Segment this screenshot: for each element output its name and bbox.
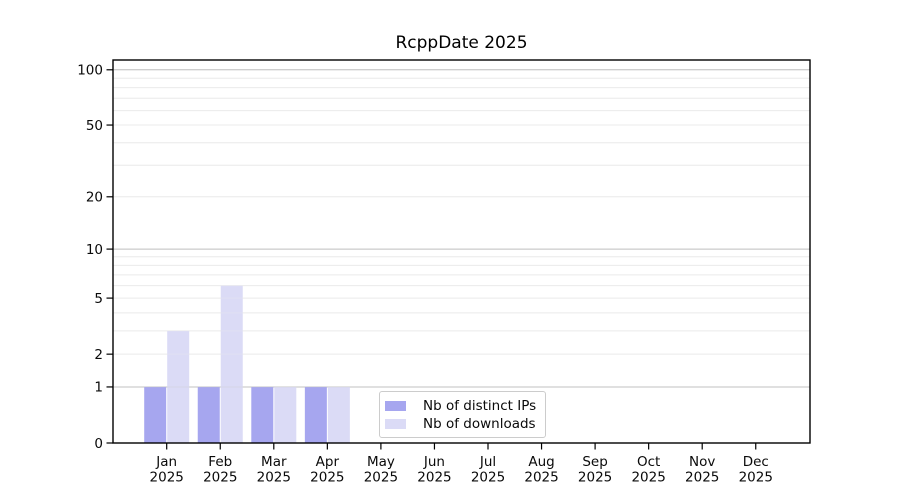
- x-tick-label-year: 2025: [685, 470, 719, 486]
- legend-swatch-distinct-ips: [385, 400, 406, 411]
- bar-apr-series0: [304, 386, 327, 443]
- x-tick-label-month: Nov: [689, 454, 715, 470]
- bar-jan-series1: [167, 330, 190, 443]
- x-tick-label-month: Jan: [155, 454, 177, 470]
- bar-feb-series1: [220, 285, 243, 443]
- x-tick-label-month: Oct: [637, 454, 660, 470]
- x-tick-label-year: 2025: [203, 470, 237, 486]
- legend: Nb of distinct IPs Nb of downloads: [379, 391, 546, 438]
- x-tick-label-month: Apr: [316, 454, 340, 470]
- y-tick-label: 0: [94, 436, 103, 452]
- x-tick-label-month: Sep: [582, 454, 607, 470]
- x-tick-label-year: 2025: [524, 470, 558, 486]
- x-tick-label-month: Aug: [528, 454, 554, 470]
- y-tick-label: 100: [77, 63, 103, 79]
- legend-item-downloads: Nb of downloads: [385, 416, 545, 432]
- x-tick-label-month: Mar: [261, 454, 287, 470]
- y-tick-label: 1: [94, 380, 103, 396]
- y-tick-label: 5: [94, 291, 103, 307]
- bar-mar-series1: [274, 386, 297, 443]
- chart-title: RcppDate 2025: [395, 33, 528, 53]
- x-tick-label-year: 2025: [150, 470, 184, 486]
- x-tick-label-month: Feb: [208, 454, 232, 470]
- x-tick-label-month: May: [367, 454, 395, 470]
- x-tick-label-month: Dec: [743, 454, 769, 470]
- plot-frame: [112, 59, 811, 444]
- x-tick-label-year: 2025: [471, 470, 505, 486]
- x-tick-label-year: 2025: [364, 470, 398, 486]
- x-tick-label-year: 2025: [257, 470, 291, 486]
- bar-mar-series0: [251, 386, 274, 443]
- x-tick-label-year: 2025: [310, 470, 344, 486]
- bar-jan-series0: [144, 386, 167, 443]
- legend-swatch-downloads: [385, 418, 406, 429]
- y-tick-label: 10: [86, 242, 103, 258]
- x-tick-label-year: 2025: [739, 470, 773, 486]
- x-tick-label-month: Jun: [423, 454, 445, 470]
- legend-label-distinct-ips: Nb of distinct IPs: [423, 397, 537, 414]
- y-tick-label: 2: [94, 347, 103, 363]
- x-tick-label-year: 2025: [631, 470, 665, 486]
- legend-label-downloads: Nb of downloads: [423, 415, 536, 432]
- y-tick-label: 20: [86, 190, 103, 206]
- legend-item-distinct-ips: Nb of distinct IPs: [385, 398, 545, 414]
- x-tick-label-year: 2025: [578, 470, 612, 486]
- x-tick-label-year: 2025: [417, 470, 451, 486]
- bar-apr-series1: [327, 386, 350, 443]
- bar-feb-series0: [197, 386, 220, 443]
- y-tick-label: 50: [86, 118, 103, 134]
- x-tick-label-month: Jul: [479, 454, 496, 470]
